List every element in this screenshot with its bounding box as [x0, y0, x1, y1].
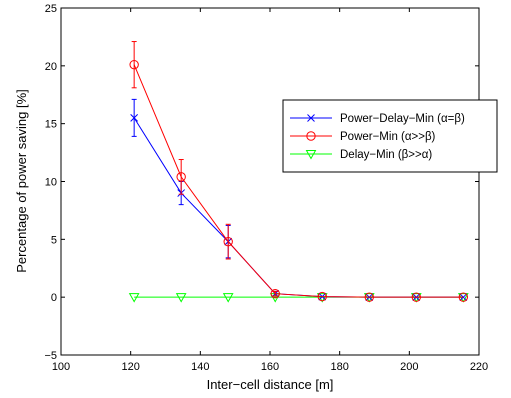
x-tick-label: 120 [121, 361, 139, 373]
legend-entry: Power−Delay−Min (α=β) [290, 113, 465, 125]
y-axis-label: Percentage of power saving [%] [14, 89, 29, 273]
legend-label: Power−Delay−Min (α=β) [340, 113, 465, 125]
y-tick-label: 0 [51, 292, 57, 304]
data-point [223, 236, 233, 247]
data-point [129, 59, 139, 70]
data-point [458, 292, 469, 302]
data-point [128, 293, 140, 303]
data-point [130, 114, 139, 122]
x-axis-label: Inter−cell distance [m] [207, 377, 334, 392]
series-layer [128, 41, 469, 303]
data-point [222, 293, 234, 303]
y-tick-label: −5 [44, 350, 57, 362]
marker-stroke [307, 114, 315, 122]
y-tick-label: 15 [45, 119, 57, 131]
x-tick-label: 180 [330, 361, 348, 373]
data-point [176, 172, 186, 182]
legend-swatch-marker [307, 114, 315, 122]
series-line [133, 64, 464, 298]
data-point [316, 293, 328, 303]
data-point [175, 293, 187, 303]
error-bar [225, 223, 231, 260]
legend-items: Power−Delay−Min (α=β) Power−Min (α>>β) Del… [290, 113, 465, 161]
x-tick-label: 100 [52, 361, 70, 373]
series-circle [129, 41, 469, 302]
error-bar [178, 159, 184, 195]
plot-area [61, 8, 479, 355]
y-tick-label: 5 [51, 234, 57, 246]
y-tick-label: 25 [45, 3, 57, 15]
x-tick-label: 160 [261, 361, 279, 373]
axes-layer: 100 120 140 160 180 200 220 −5 0 5 10 15 20 25 [44, 3, 488, 373]
marker-stroke [130, 114, 139, 122]
legend-entry: Power−Min (α>>β) [290, 131, 436, 143]
legend-entry: Delay−Min (β>>α) [290, 149, 432, 161]
y-tick-label: 20 [45, 61, 57, 73]
legend-label: Delay−Min (β>>α) [340, 149, 432, 161]
x-tick-label: 200 [400, 361, 418, 373]
data-point [317, 291, 327, 302]
legend-label: Power−Min (α>>β) [340, 131, 436, 143]
legend-swatch-marker [305, 150, 317, 160]
data-point [363, 293, 375, 303]
data-point [411, 292, 421, 302]
x-tick-label: 140 [191, 361, 209, 373]
error-bar [131, 41, 137, 89]
y-tick-label: 10 [45, 177, 57, 189]
x-tick-label: 220 [470, 361, 488, 373]
legend-swatch-marker [306, 131, 316, 141]
data-point [364, 292, 374, 302]
error-bar [272, 290, 278, 297]
legend: Power−Delay−Min (α=β) Power−Min (α>>β) Del… [282, 99, 498, 173]
data-point [270, 288, 280, 299]
